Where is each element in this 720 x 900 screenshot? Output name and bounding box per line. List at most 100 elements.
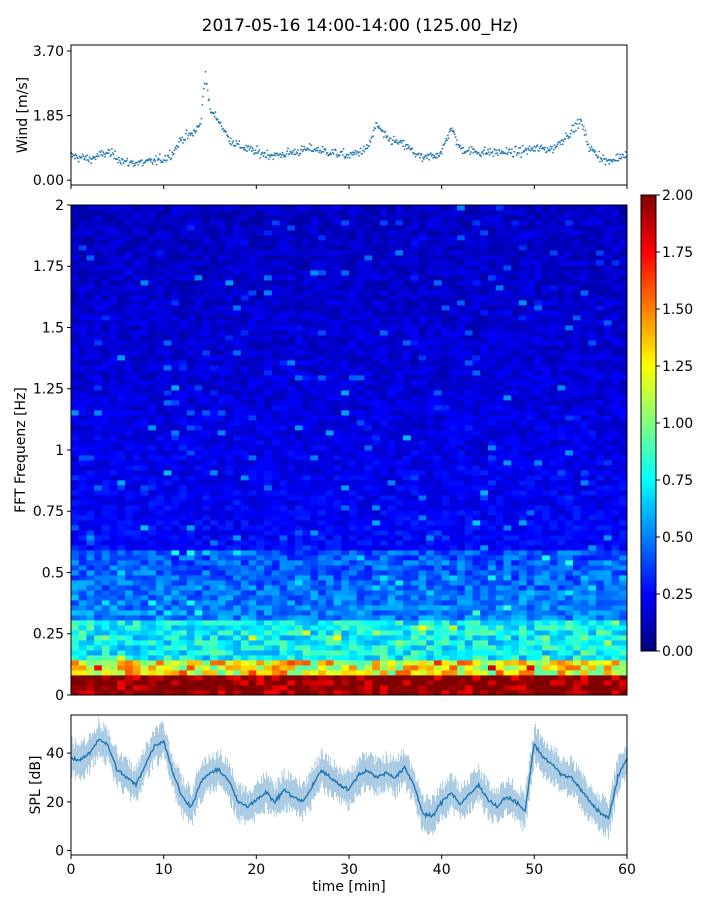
wind-point: [199, 123, 202, 125]
spectrogram-cell: [179, 500, 188, 506]
spectrogram-cell: [372, 440, 381, 446]
spectrogram-cell: [418, 605, 427, 611]
spectrogram-cell: [117, 400, 126, 406]
spectrogram-cell: [140, 575, 149, 581]
spectrogram-cell: [271, 610, 280, 616]
spectrogram-cell: [364, 485, 373, 491]
spectrogram-cell: [202, 625, 211, 631]
spectrogram-cell: [457, 680, 466, 686]
spectrogram-cell: [78, 645, 87, 651]
wind-point: [213, 115, 216, 118]
spectrogram-cell: [457, 660, 466, 666]
spectrogram-cell: [78, 670, 87, 676]
wind-point: [529, 149, 532, 152]
spectrogram-cell: [233, 660, 242, 666]
wind-point: [573, 131, 576, 133]
spectrogram-cell: [287, 530, 296, 536]
spectrogram-cell: [217, 605, 226, 611]
spectrogram-cell: [549, 685, 558, 691]
spectrogram-cell: [171, 665, 180, 671]
spectrogram-cell: [333, 650, 342, 656]
spectrogram-cell: [264, 525, 273, 531]
wind-panel: 0.00 1.85 3.70 Wind [m/s]: [15, 44, 628, 189]
spectrogram-cell: [464, 415, 473, 421]
spectrogram-cell: [542, 610, 551, 616]
spectrogram-cell: [495, 655, 504, 661]
spectrogram-cell: [480, 585, 489, 591]
spectrogram-cell: [132, 670, 141, 676]
spectrogram-cell: [271, 530, 280, 536]
spectrogram-cell: [433, 595, 443, 601]
spectrogram-cell: [94, 450, 103, 456]
spectrogram-cell: [148, 555, 157, 561]
spectrogram-cell: [125, 395, 134, 401]
spectrogram-cell: [518, 500, 528, 506]
spectrogram-cell: [341, 595, 350, 601]
wind-point: [440, 152, 443, 155]
spectrogram-cell: [518, 490, 528, 496]
spectrogram-cell: [457, 525, 466, 531]
spectrogram-cell: [171, 440, 180, 446]
spectrogram-cell: [542, 665, 551, 671]
spectrogram-cell: [325, 440, 334, 446]
spectrogram-cell: [433, 670, 443, 676]
spectrogram-cell: [101, 640, 111, 646]
wind-point: [521, 144, 524, 147]
spectrogram-cell: [433, 425, 443, 431]
spectrogram-cell: [148, 620, 157, 626]
spectrogram-cell: [426, 685, 435, 691]
spectrogram-cell: [472, 620, 481, 626]
spectrogram-cell: [379, 515, 389, 521]
spectrogram-cell: [457, 655, 466, 661]
spectrogram-cell: [233, 625, 242, 631]
spectrogram-cell: [294, 635, 304, 641]
spectrogram-cell: [387, 535, 396, 541]
spectrogram-cell: [78, 580, 87, 586]
spectrogram-cell: [572, 410, 582, 416]
spectrogram-cell: [287, 490, 296, 496]
wind-point: [538, 150, 540, 152]
spectrogram-cell: [140, 525, 149, 531]
spectrogram-cell: [580, 605, 589, 611]
spectrogram-cell: [503, 425, 512, 431]
spectrogram-cell: [125, 420, 134, 426]
spectrogram-cell: [418, 455, 427, 461]
spectrogram-cell: [148, 670, 157, 676]
spectrogram-cell: [603, 575, 612, 581]
spectrogram-cell: [464, 675, 473, 681]
spectrogram-cell: [287, 665, 296, 671]
spectrogram-cell: [588, 480, 597, 486]
spectrogram-cell: [565, 610, 574, 616]
spectrogram-cell: [526, 435, 535, 441]
spectrogram-cell: [403, 680, 412, 686]
spectrogram-cell: [264, 670, 273, 676]
spectrogram-cell: [302, 650, 311, 656]
spectrogram-cell: [233, 530, 242, 536]
spectrogram-cell: [186, 465, 195, 471]
spectrogram-cell: [109, 570, 118, 576]
spectrogram-cell: [619, 560, 628, 566]
spectrogram-cell: [619, 690, 628, 696]
spectrogram-cell: [395, 665, 404, 671]
spectrogram-cell: [503, 585, 512, 591]
spectrogram-cell: [171, 460, 180, 466]
spectrogram-cell: [410, 575, 419, 581]
spectrogram-cell: [271, 645, 280, 651]
spectrogram-cell: [503, 440, 512, 446]
wind-point: [602, 154, 604, 157]
spectrogram-cell: [279, 505, 288, 511]
spectrogram-cell: [480, 490, 489, 496]
spectrogram-cell: [341, 515, 350, 521]
spectrogram-cell: [433, 630, 443, 636]
spectrogram-cell: [611, 490, 620, 496]
spectrogram-cell: [449, 425, 458, 431]
spectrogram-cell: [549, 670, 558, 676]
spectrogram-cell: [364, 425, 373, 431]
spectrogram-cell: [86, 580, 95, 586]
spectrogram-cell: [101, 515, 111, 521]
spectrogram-cell: [210, 500, 219, 506]
spectrogram-cell: [279, 555, 288, 561]
spectrogram-cell: [171, 625, 180, 631]
spectrogram-cell: [511, 615, 520, 621]
spectrogram-cell: [457, 445, 466, 451]
